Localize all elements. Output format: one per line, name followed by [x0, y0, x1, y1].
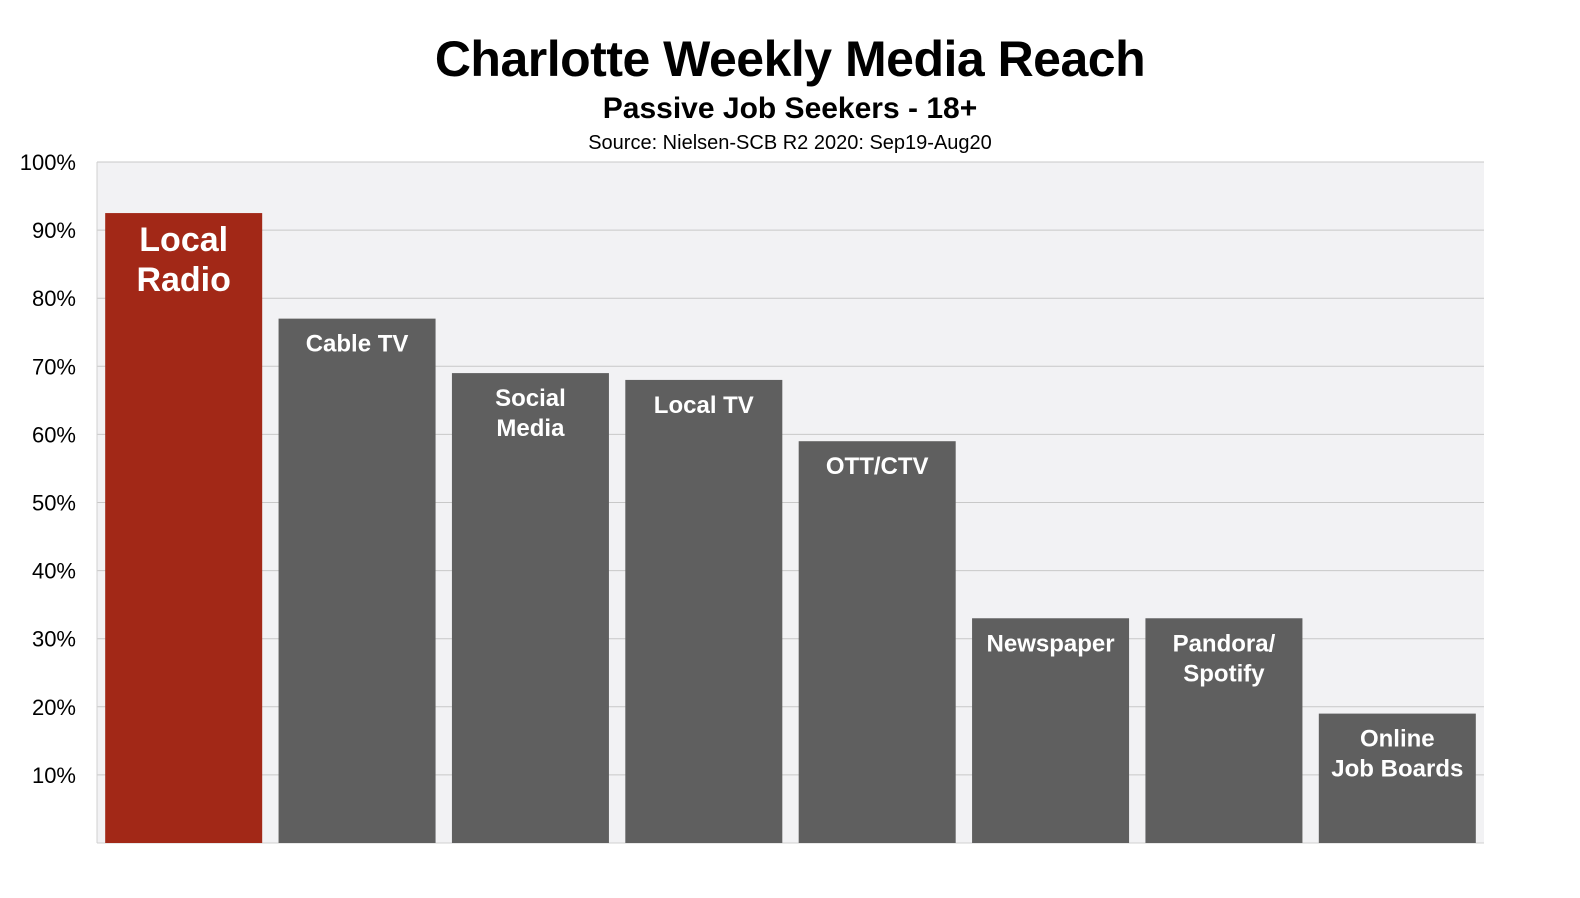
bar-category-label: Local TV	[654, 392, 754, 419]
bar-label-line: Social	[495, 385, 566, 412]
bar-category-label: Newspaper	[987, 630, 1115, 657]
bar-label-line: Pandora/	[1173, 630, 1276, 657]
bar-label-line: Radio	[136, 261, 230, 299]
bar-label-line: Job Boards	[1331, 756, 1463, 783]
bar	[972, 618, 1130, 843]
y-tick-label: 40%	[32, 559, 76, 584]
bar-category-label: Local Radio	[136, 221, 230, 299]
chart-title: Charlotte Weekly Media Reach	[434, 31, 1146, 87]
bar-label-line: Online	[1360, 726, 1435, 753]
y-tick-label: 50%	[32, 491, 76, 516]
bar-category-label: Online Job Boards	[1331, 726, 1463, 783]
y-tick-label: 60%	[32, 422, 76, 447]
y-tick-label: 80%	[32, 286, 76, 311]
bar-category-label: Social Media	[495, 385, 566, 442]
bar-category-label: OTT/CTV	[826, 453, 929, 480]
bar	[1145, 618, 1303, 843]
bar-label-line: Cable TV	[306, 331, 409, 358]
y-tick-label: 90%	[32, 218, 76, 243]
bar	[625, 379, 783, 843]
bar-label-line: OTT/CTV	[826, 453, 929, 480]
bar-category-label: Pandora/Spotify	[1173, 630, 1276, 687]
y-tick-label: 10%	[32, 763, 76, 788]
bar	[105, 213, 263, 843]
chart-source: Source: Nielsen-SCB R2 2020: Sep19-Aug20	[588, 132, 992, 154]
bar	[798, 441, 956, 843]
bar	[451, 373, 609, 843]
y-tick-label: 100%	[20, 150, 76, 175]
y-tick-label: 20%	[32, 695, 76, 720]
bar-label-line: Spotify	[1183, 660, 1265, 687]
y-tick-label: 30%	[32, 627, 76, 652]
bar	[278, 318, 436, 843]
bar-label-line: Media	[496, 415, 565, 442]
bar-label-line: Local	[139, 221, 228, 259]
bar-label-line: Local TV	[654, 392, 754, 419]
bar-category-label: Cable TV	[306, 331, 409, 358]
chart-subtitle: Passive Job Seekers - 18+	[602, 92, 978, 125]
bar	[1318, 713, 1476, 843]
y-tick-label: 70%	[32, 354, 76, 379]
bar-label-line: Newspaper	[987, 630, 1115, 657]
